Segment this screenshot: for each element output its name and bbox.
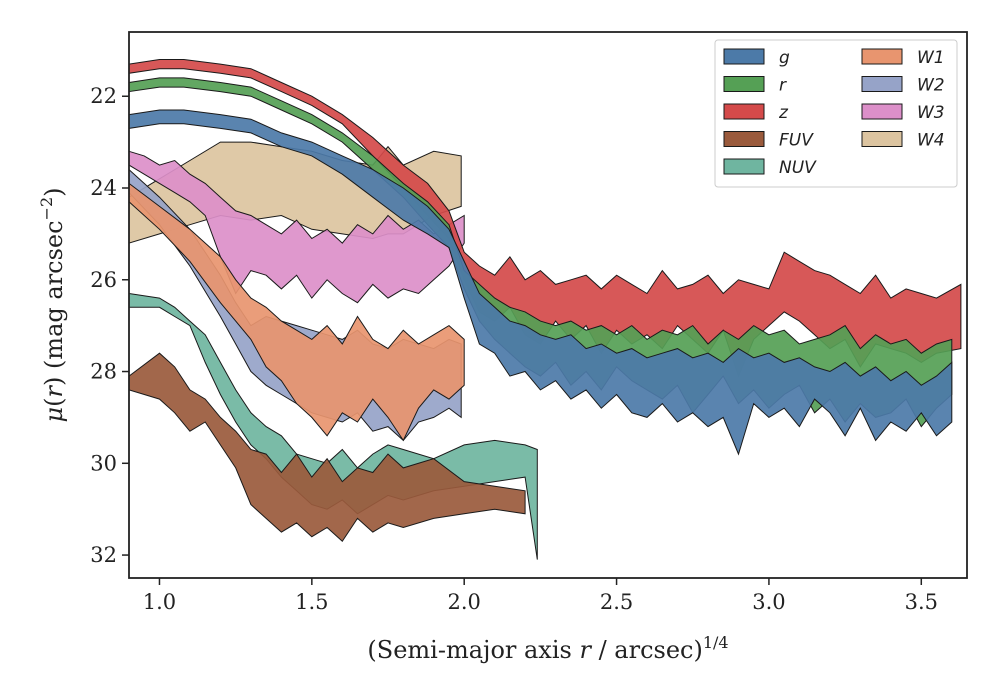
legend-swatch-w3 <box>861 103 903 120</box>
legend-label-z: z <box>778 103 789 123</box>
legend-swatch-fuv <box>723 131 765 147</box>
legend-swatch-w2 <box>861 76 903 92</box>
legend-label-w2: W2 <box>917 76 945 96</box>
x-axis: 1.0 1.5 2.0 2.5 3.0 3.5 <box>143 578 938 614</box>
y-tick-label: 28 <box>90 360 117 384</box>
series-band-g <box>128 109 953 456</box>
legend-label-w3: W3 <box>917 103 945 123</box>
y-tick-label: 32 <box>90 543 117 567</box>
series-band-fuv <box>128 352 526 543</box>
x-tick-label: 3.0 <box>752 590 785 614</box>
legend-swatch-w1 <box>861 48 903 65</box>
x-axis-label: (Semi-major axis r / arcsec)1/4 <box>367 633 728 664</box>
x-tick-label: 1.5 <box>295 590 328 614</box>
legend: grz FUV NUV W1 W2 W3 W4 <box>714 39 958 188</box>
legend-label-nuv: NUV <box>779 158 817 178</box>
legend-label-r: r <box>779 76 787 96</box>
legend-swatch-nuv <box>723 158 765 175</box>
legend-label-w1: W1 <box>917 48 945 68</box>
legend-label-fuv: FUV <box>779 131 814 151</box>
y-tick-label: 26 <box>90 268 117 292</box>
y-tick-label: 22 <box>90 84 117 108</box>
x-tick-label: 3.5 <box>905 590 938 614</box>
legend-swatch-r <box>723 76 765 92</box>
legend-label-g: g <box>779 48 790 68</box>
legend-swatch-g <box>723 48 765 65</box>
legend-swatch-w4 <box>861 131 903 147</box>
series-layer <box>128 59 962 560</box>
y-axis: 22 24 26 28 30 32 <box>90 84 129 567</box>
x-tick-label: 2.0 <box>447 590 480 614</box>
x-tick-label: 1.0 <box>143 590 176 614</box>
y-tick-label: 30 <box>90 451 117 475</box>
series-band-w1 <box>128 182 465 442</box>
x-tick-label: 2.5 <box>600 590 633 614</box>
series-band-nuv <box>128 292 538 560</box>
y-tick-label: 24 <box>90 176 117 200</box>
y-axis-label: μ(r) (mag arcsec−2) <box>37 187 68 422</box>
plot-frame <box>128 31 968 579</box>
legend-swatch-z <box>723 103 765 120</box>
legend-label-w4: W4 <box>917 131 945 151</box>
